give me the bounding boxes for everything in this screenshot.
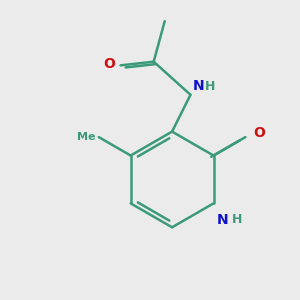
Text: Me: Me: [76, 132, 95, 142]
Text: N: N: [217, 213, 229, 226]
Text: O: O: [103, 56, 115, 70]
Text: N: N: [192, 79, 204, 93]
Text: H: H: [205, 80, 216, 93]
Text: O: O: [253, 126, 265, 140]
Text: H: H: [232, 213, 242, 226]
